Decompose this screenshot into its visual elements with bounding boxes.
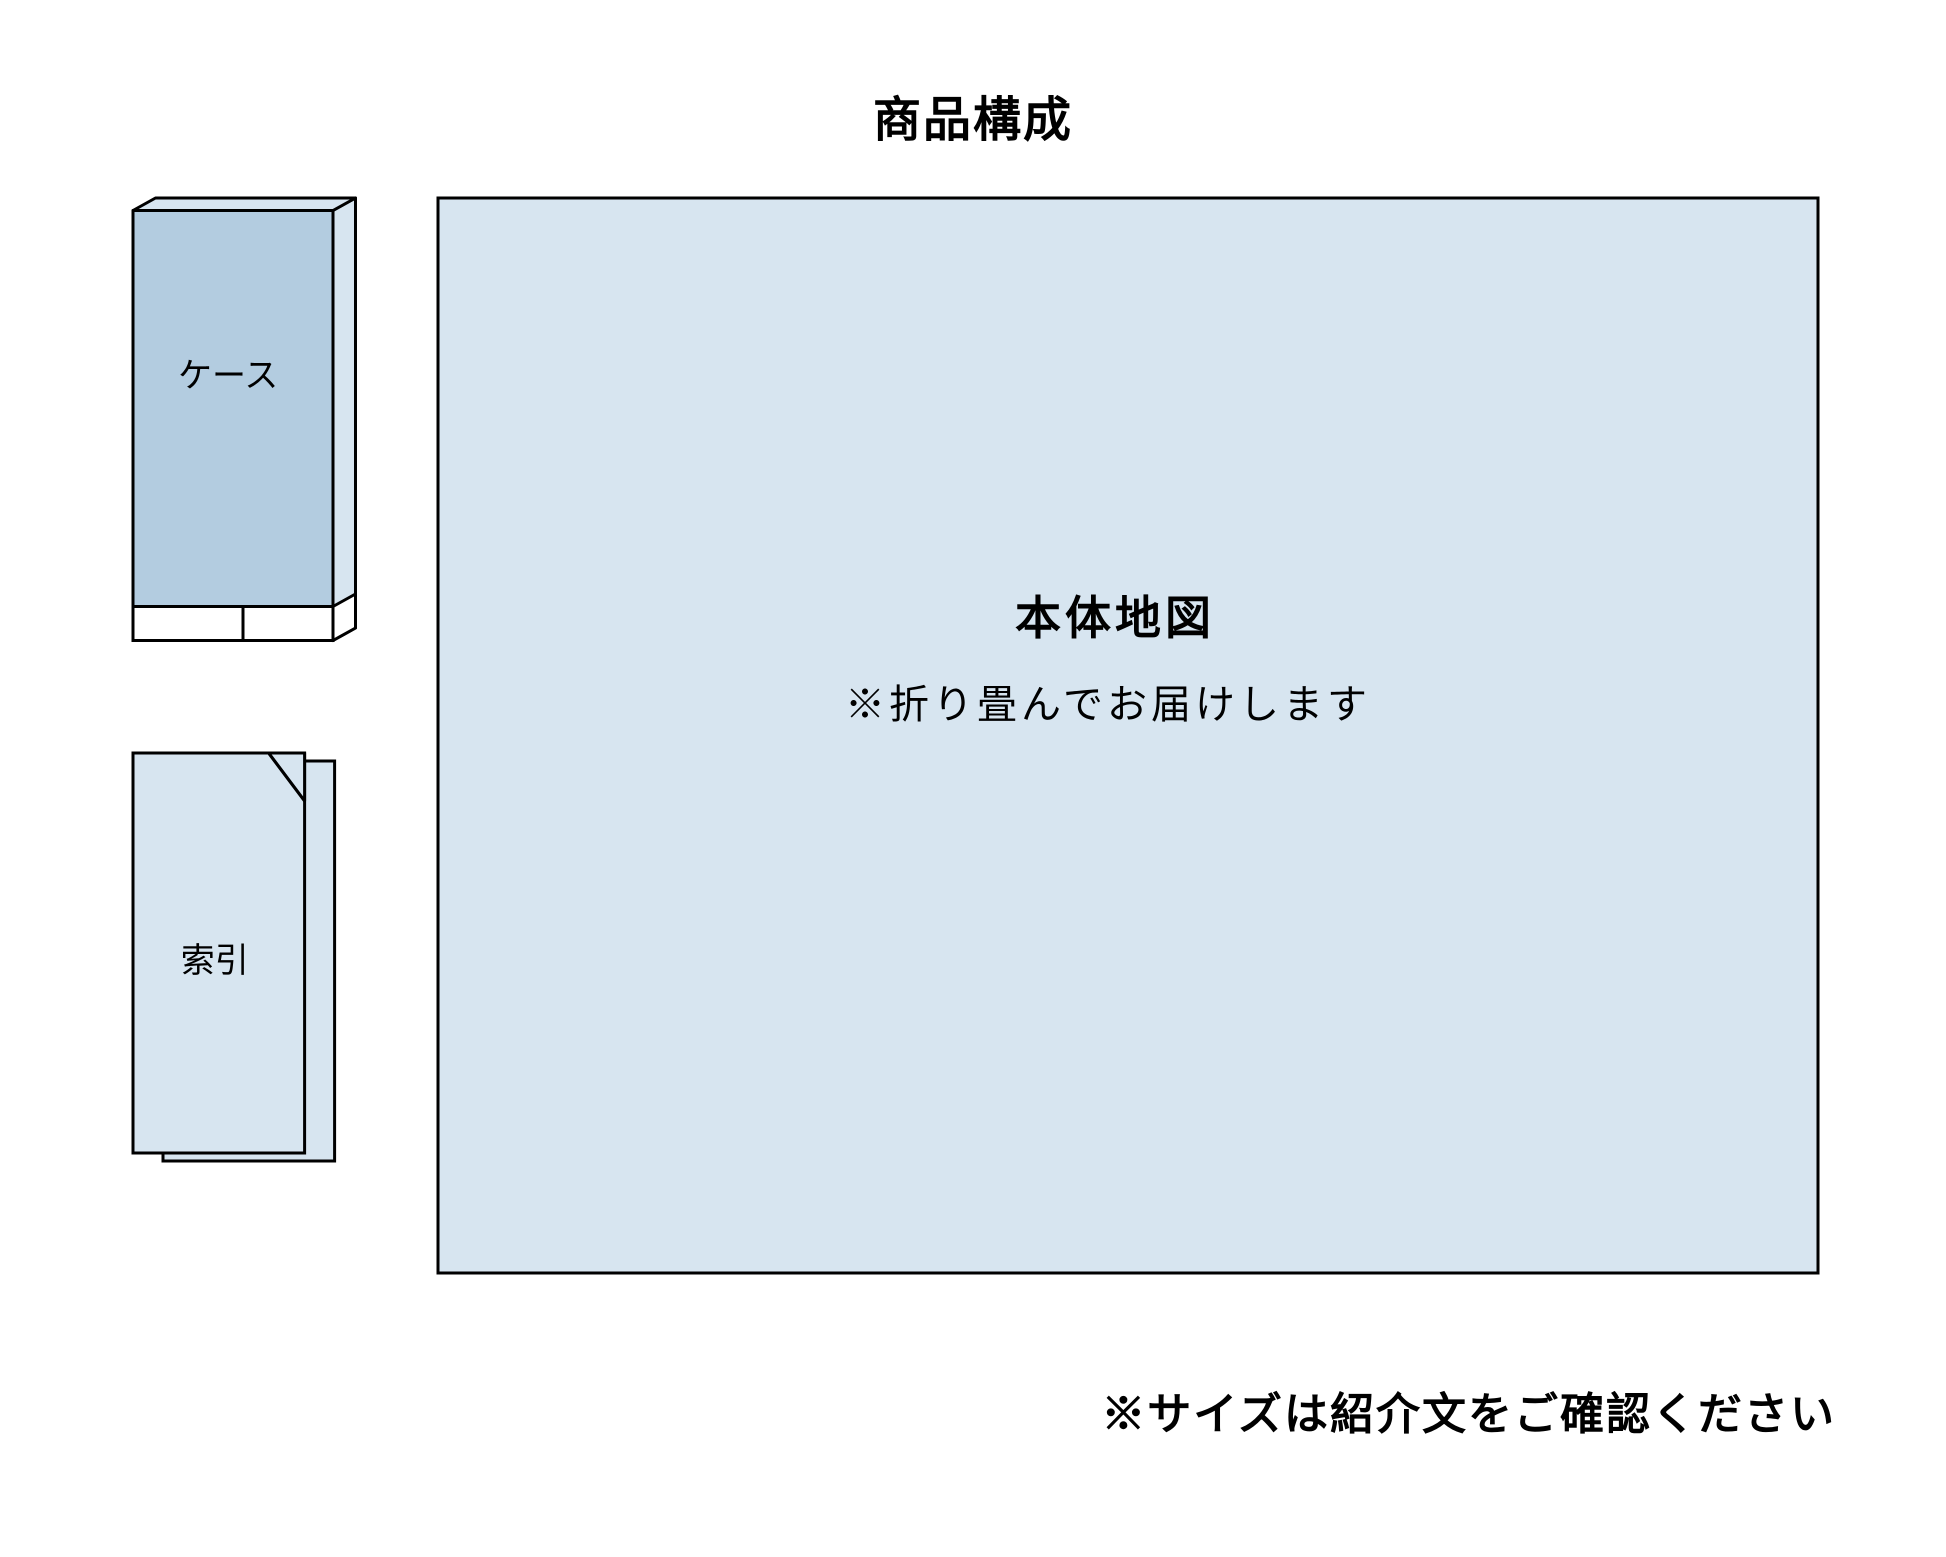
footnote-text: ※サイズは紹介文をご確認ください bbox=[1101, 1390, 1836, 1439]
diagram-area: ケース 索引 本体地図 ※折り畳んでお届けします bbox=[130, 195, 1820, 1285]
page-title: 商品構成 bbox=[0, 80, 1946, 150]
case-box-icon bbox=[130, 195, 359, 659]
title-text: 商品構成 bbox=[873, 94, 1073, 147]
map-label-sub: ※折り畳んでお届けします bbox=[845, 672, 1371, 730]
map-rect-icon bbox=[435, 195, 1821, 1276]
index-leaflet-icon bbox=[130, 750, 371, 1176]
case-label: ケース bbox=[178, 348, 278, 397]
footnote: ※サイズは紹介文をご確認ください bbox=[1101, 1378, 1836, 1442]
index-shape: 索引 bbox=[130, 750, 371, 1176]
index-label: 索引 bbox=[181, 933, 249, 982]
map-label-main: 本体地図 bbox=[1015, 582, 1215, 648]
case-shape: ケース bbox=[130, 195, 359, 659]
map-shape: 本体地図 ※折り畳んでお届けします bbox=[435, 195, 1821, 1276]
